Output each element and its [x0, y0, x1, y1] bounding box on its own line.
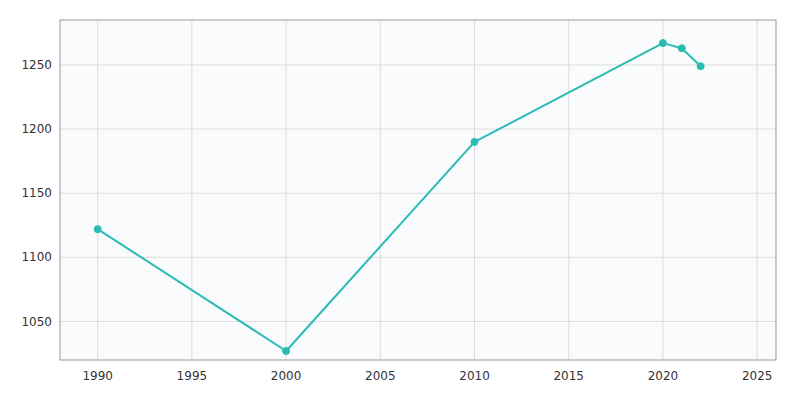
tick-labels: 1990 1995 2000 2005 2010 2015 2020 2025 1050 1100… — [21, 58, 772, 383]
x-tick-label: 1990 — [82, 369, 113, 383]
x-grid-line — [97, 20, 98, 360]
x-grid-line — [474, 20, 475, 360]
x-grid-line — [568, 20, 569, 360]
point — [283, 348, 290, 355]
point — [697, 63, 704, 70]
point — [471, 138, 478, 145]
x-grid-line — [757, 20, 758, 360]
x-tick-label: 2020 — [648, 369, 679, 383]
x-tick-label: 2005 — [365, 369, 396, 383]
point — [659, 40, 666, 47]
x-grid-line — [380, 20, 381, 360]
point — [678, 45, 685, 52]
y-tick-label: 1150 — [21, 186, 52, 200]
y-tick-label: 1200 — [21, 122, 52, 136]
x-grid-line — [662, 20, 663, 360]
y-tick-label: 1100 — [21, 250, 52, 264]
x-tick-label: 2010 — [459, 369, 490, 383]
x-tick-label: 1995 — [177, 369, 208, 383]
y-grid-line — [60, 321, 776, 322]
x-tick-label: 2025 — [742, 369, 773, 383]
chart-svg: 1990 1995 2000 2005 2010 2015 2020 2025 1050 1100… — [0, 0, 800, 400]
plot-area — [60, 20, 776, 360]
y-grid-line — [60, 64, 776, 65]
x-grid-line — [286, 20, 287, 360]
y-grid-line — [60, 257, 776, 258]
point — [94, 226, 101, 233]
x-grid-line — [191, 20, 192, 360]
y-tick-label: 1050 — [21, 315, 52, 329]
x-tick-label: 2015 — [553, 369, 584, 383]
series — [94, 40, 704, 355]
y-grid-line — [60, 129, 776, 130]
plot-frame — [60, 20, 776, 360]
line — [98, 43, 701, 351]
grid — [60, 20, 776, 360]
chart-container: 1990 1995 2000 2005 2010 2015 2020 2025 1050 1100… — [0, 0, 800, 400]
y-grid-line — [60, 193, 776, 194]
x-tick-label: 2000 — [271, 369, 302, 383]
y-tick-label: 1250 — [21, 58, 52, 72]
